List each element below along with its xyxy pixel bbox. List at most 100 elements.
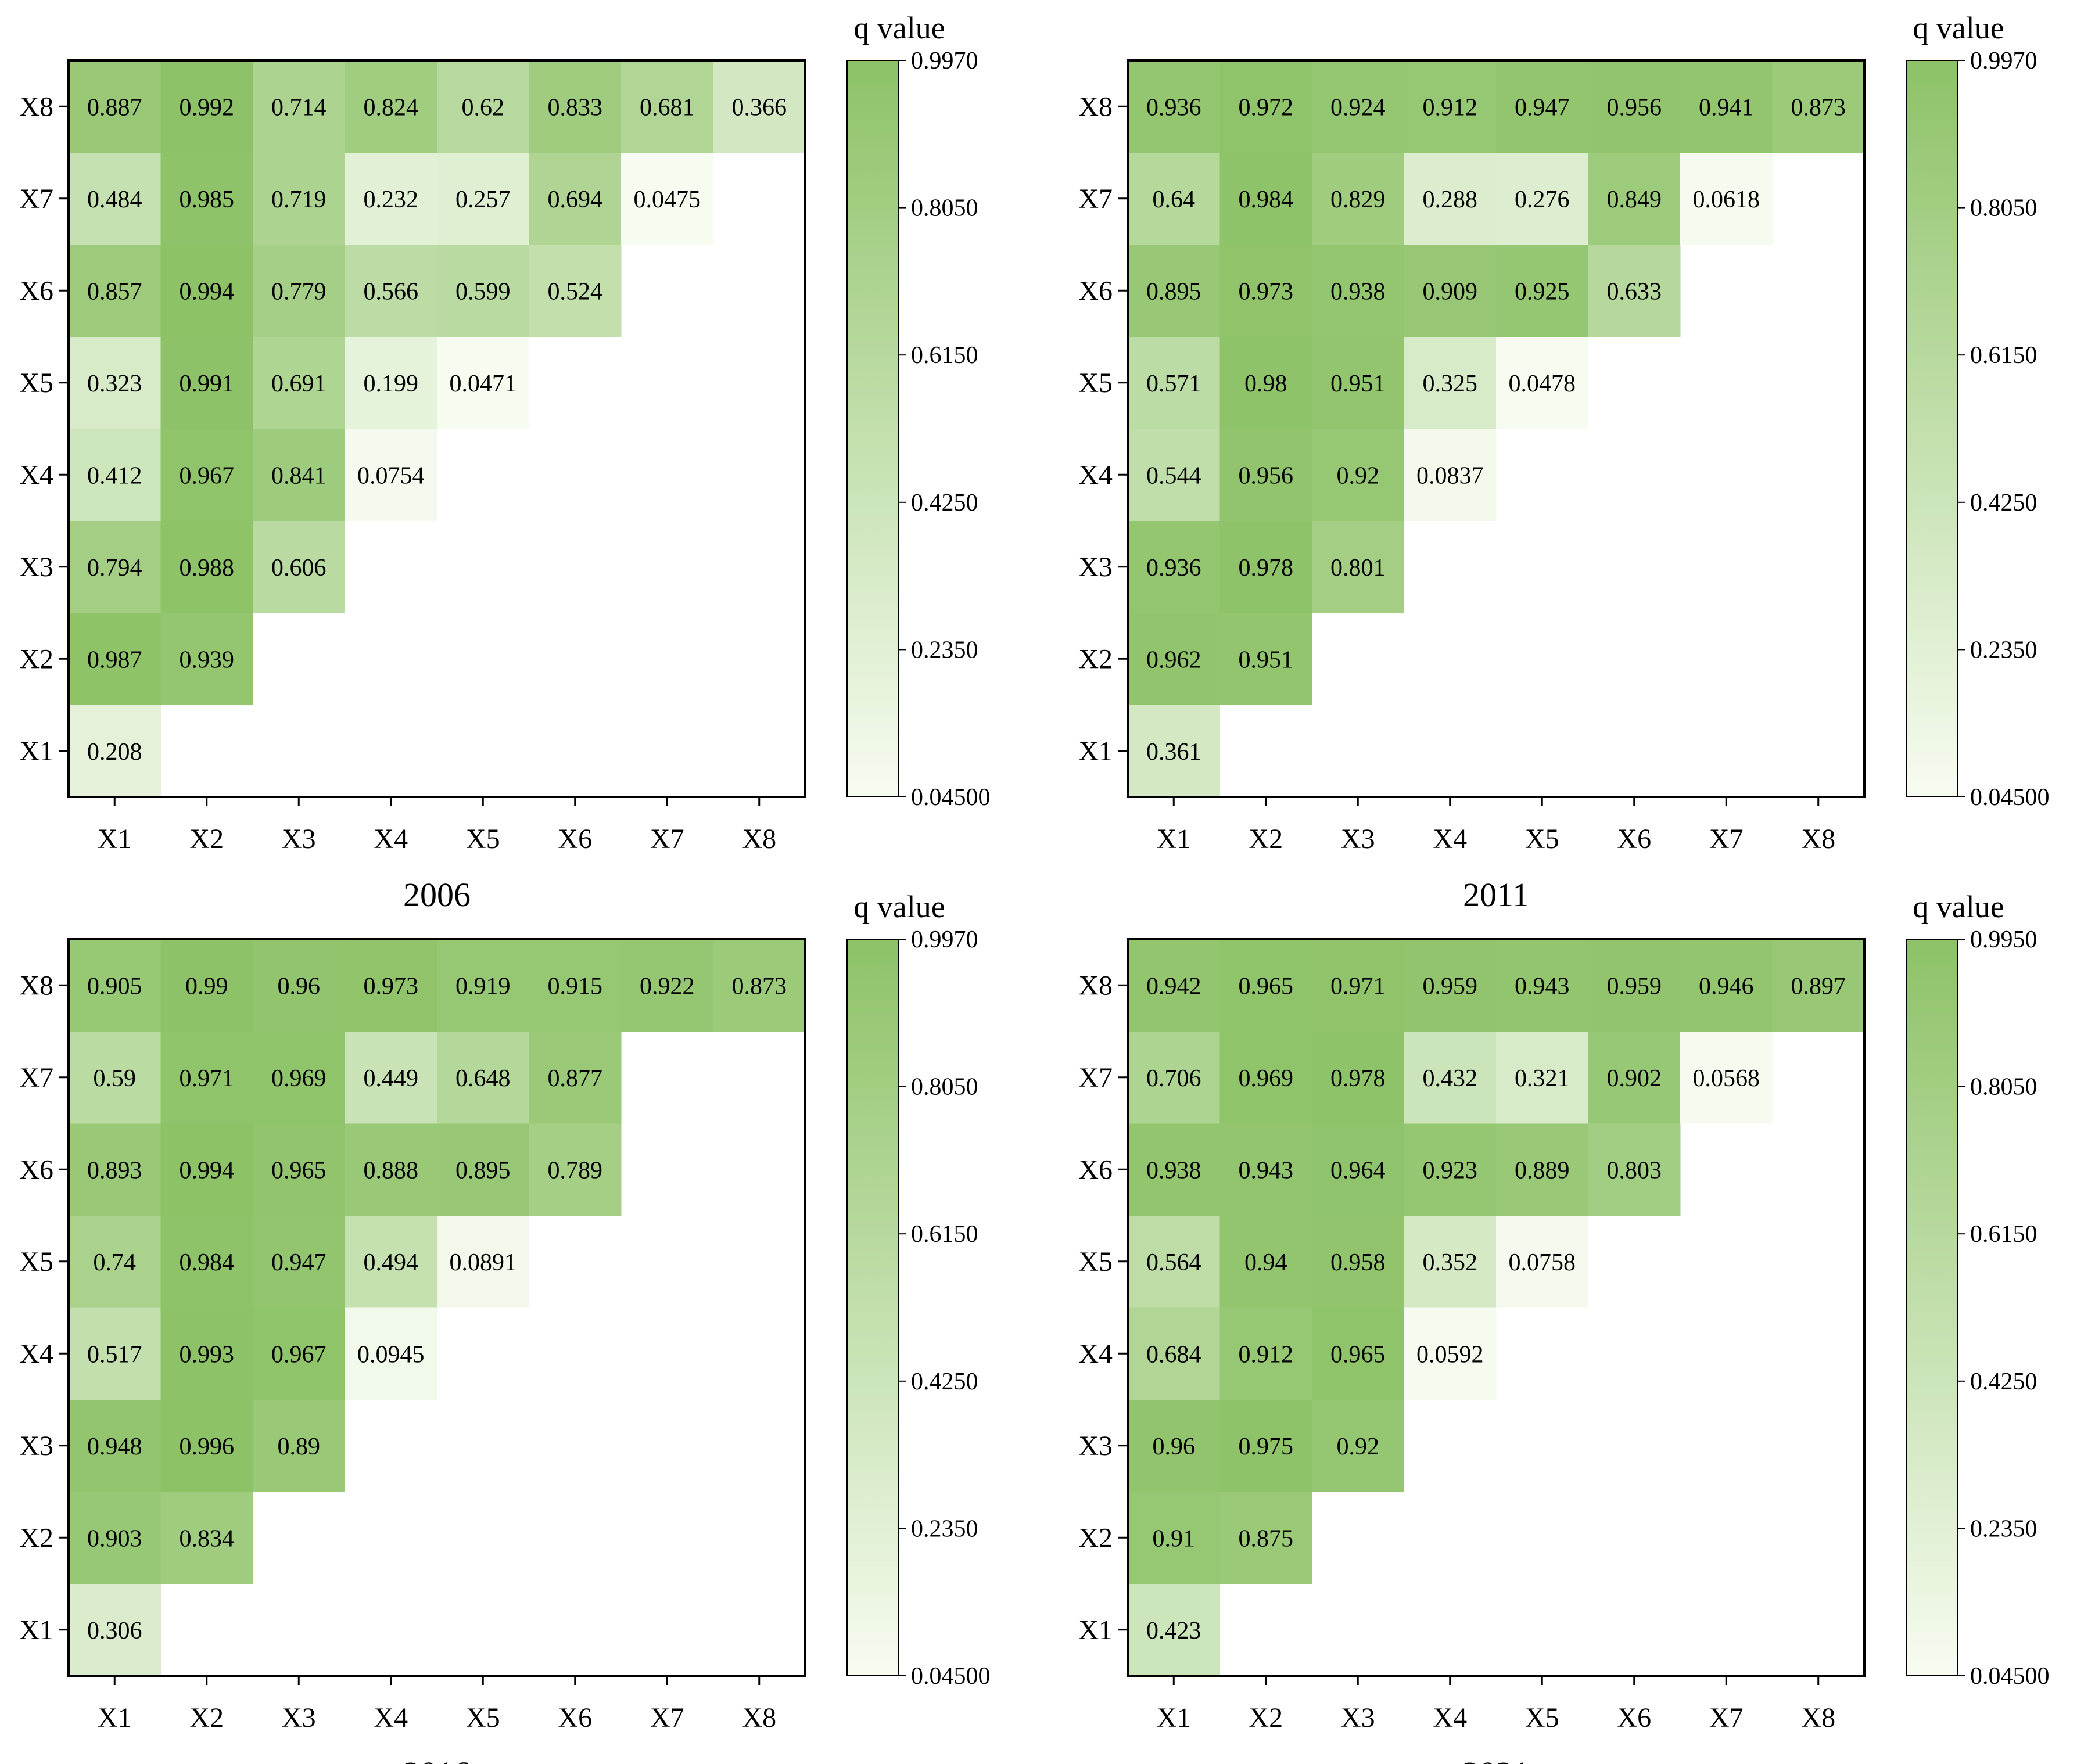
heatmap-cell bbox=[69, 1031, 161, 1124]
cell-value-label: 0.99 bbox=[185, 973, 228, 1000]
heatmap-cell bbox=[1312, 152, 1404, 245]
colorbar-title: q value bbox=[853, 889, 945, 924]
cell-value-label: 0.423 bbox=[1146, 1618, 1201, 1644]
cell-value-label: 0.967 bbox=[180, 462, 235, 489]
colorbar-title: q value bbox=[853, 10, 945, 45]
cell-value-label: 0.606 bbox=[271, 555, 327, 581]
x-tick-label: X2 bbox=[189, 1702, 224, 1733]
y-tick-label: X7 bbox=[19, 1062, 53, 1093]
x-tick-label: X5 bbox=[1525, 1702, 1559, 1733]
cell-value-label: 0.566 bbox=[364, 278, 419, 305]
heatmap-cell bbox=[1772, 939, 1865, 1032]
cell-value-label: 0.276 bbox=[1515, 186, 1570, 213]
cell-value-label: 0.993 bbox=[180, 1341, 235, 1368]
y-tick-label: X2 bbox=[1078, 1522, 1113, 1553]
heatmap-cell bbox=[160, 245, 253, 337]
y-tick-label: X4 bbox=[19, 1338, 53, 1369]
cell-value-label: 0.873 bbox=[732, 973, 787, 1000]
heatmap-cell bbox=[1312, 1215, 1404, 1308]
heatmap-cell bbox=[1404, 939, 1497, 1032]
heatmap-cell bbox=[1128, 152, 1220, 245]
cell-value-label: 0.938 bbox=[1146, 1157, 1201, 1184]
cell-value-label: 0.912 bbox=[1423, 94, 1478, 121]
heatmap-panel-2016: 0.306 0.903 0.834 0.948 0.996 0.89 0.517 0.993 0… bbox=[19, 889, 990, 1764]
cell-value-label: 0.648 bbox=[455, 1065, 511, 1092]
cell-value-label: 0.975 bbox=[1239, 1434, 1294, 1460]
cell-value-label: 0.849 bbox=[1607, 186, 1662, 213]
heatmap-cell bbox=[529, 1123, 622, 1216]
y-tick-label: X6 bbox=[1078, 275, 1113, 306]
y-tick-label: X2 bbox=[1078, 644, 1113, 674]
cell-value-label: 0.964 bbox=[1330, 1157, 1386, 1184]
cell-value-label: 0.973 bbox=[1239, 278, 1294, 305]
heatmap-cell bbox=[69, 429, 161, 521]
heatmap-cell bbox=[1219, 1399, 1312, 1492]
heatmap-cell bbox=[437, 1031, 529, 1124]
heatmap-cell bbox=[1312, 1307, 1404, 1400]
heatmap-cell bbox=[1128, 705, 1220, 797]
heatmap-cell bbox=[1404, 1307, 1497, 1400]
colorbar-tick-label: 0.6150 bbox=[1970, 342, 2037, 369]
colorbar-tick-label: 0.8050 bbox=[911, 195, 978, 222]
heatmap-cell bbox=[69, 152, 161, 245]
colorbar-title: q value bbox=[1913, 10, 2004, 45]
y-tick-label: X6 bbox=[1078, 1154, 1113, 1185]
cell-value-label: 0.915 bbox=[548, 973, 603, 1000]
heatmap-cell bbox=[253, 336, 345, 429]
cell-value-label: 0.958 bbox=[1330, 1249, 1386, 1276]
cell-value-label: 0.564 bbox=[1146, 1249, 1201, 1276]
colorbar-tick-label: 0.04500 bbox=[911, 784, 991, 811]
heatmap-cell bbox=[253, 1215, 345, 1308]
cell-value-label: 0.321 bbox=[1515, 1065, 1570, 1092]
y-tick-label: X1 bbox=[19, 1615, 53, 1646]
heatmap-cell bbox=[160, 60, 253, 153]
heatmap-cell bbox=[1404, 429, 1497, 521]
heatmap-cell bbox=[1219, 1492, 1312, 1584]
cell-value-label: 0.96 bbox=[278, 973, 321, 1000]
cell-value-label: 0.988 bbox=[180, 555, 235, 581]
cell-value-label: 0.714 bbox=[271, 94, 327, 121]
colorbar-tick-label: 0.6150 bbox=[911, 1221, 978, 1248]
cell-value-label: 0.923 bbox=[1423, 1157, 1478, 1184]
cell-value-label: 0.208 bbox=[87, 739, 142, 766]
panel-title: 2006 bbox=[403, 876, 471, 914]
x-tick-label: X4 bbox=[374, 824, 408, 854]
y-tick-label: X3 bbox=[1078, 1431, 1113, 1461]
cell-value-label: 0.971 bbox=[180, 1065, 235, 1092]
y-tick-label: X6 bbox=[19, 275, 53, 306]
cell-value-label: 0.951 bbox=[1330, 371, 1386, 397]
heatmap-cell bbox=[69, 245, 161, 337]
cell-value-label: 0.912 bbox=[1239, 1341, 1294, 1368]
cell-value-label: 0.92 bbox=[1337, 1434, 1380, 1460]
cell-value-label: 0.959 bbox=[1607, 973, 1662, 1000]
cell-value-label: 0.829 bbox=[1330, 186, 1386, 213]
x-tick-label: X3 bbox=[282, 824, 316, 854]
heatmap-cell bbox=[160, 1215, 253, 1308]
cell-value-label: 0.366 bbox=[732, 94, 787, 121]
cell-value-label: 0.938 bbox=[1330, 278, 1386, 305]
cell-value-label: 0.939 bbox=[180, 646, 235, 673]
cell-value-label: 0.789 bbox=[548, 1157, 603, 1184]
heatmap-cell bbox=[1219, 245, 1312, 337]
y-tick-label: X8 bbox=[19, 91, 53, 122]
y-tick-label: X1 bbox=[1078, 736, 1113, 767]
heatmap-cell bbox=[1128, 1123, 1220, 1216]
x-tick-label: X6 bbox=[558, 824, 592, 854]
heatmap-cell bbox=[69, 60, 161, 153]
cell-value-label: 0.956 bbox=[1239, 462, 1294, 489]
heatmap-cell bbox=[253, 520, 345, 613]
cell-value-label: 0.96 bbox=[1153, 1434, 1196, 1460]
heatmap-cell bbox=[1404, 152, 1497, 245]
heatmap-cell bbox=[160, 152, 253, 245]
heatmap-cell bbox=[69, 1123, 161, 1216]
heatmap-cell bbox=[253, 152, 345, 245]
plot-frame bbox=[1127, 59, 1866, 798]
heatmap-cell bbox=[1128, 1492, 1220, 1584]
cell-value-label: 0.984 bbox=[1239, 186, 1294, 213]
y-tick-label: X3 bbox=[1078, 552, 1113, 583]
cell-value-label: 0.323 bbox=[87, 371, 142, 397]
cell-value-label: 0.887 bbox=[87, 94, 142, 121]
heatmap-cell bbox=[621, 152, 713, 245]
cell-value-label: 0.969 bbox=[1239, 1065, 1294, 1092]
